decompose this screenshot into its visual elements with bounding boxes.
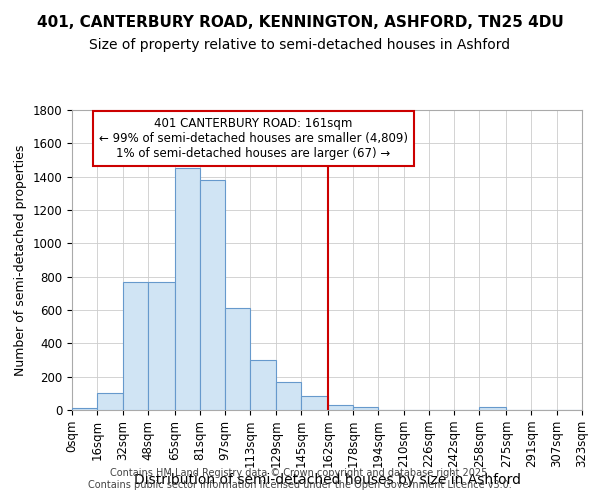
- Bar: [72, 408, 97, 410]
- Text: Size of property relative to semi-detached houses in Ashford: Size of property relative to semi-detach…: [89, 38, 511, 52]
- Y-axis label: Number of semi-detached properties: Number of semi-detached properties: [14, 144, 27, 376]
- Bar: [122, 282, 148, 410]
- Bar: [148, 282, 175, 410]
- Bar: [200, 180, 225, 410]
- Text: 401 CANTERBURY ROAD: 161sqm
← 99% of semi-detached houses are smaller (4,809)
1%: 401 CANTERBURY ROAD: 161sqm ← 99% of sem…: [99, 116, 408, 160]
- Text: 401, CANTERBURY ROAD, KENNINGTON, ASHFORD, TN25 4DU: 401, CANTERBURY ROAD, KENNINGTON, ASHFOR…: [37, 15, 563, 30]
- X-axis label: Distribution of semi-detached houses by size in Ashford: Distribution of semi-detached houses by …: [133, 473, 521, 487]
- Bar: [175, 168, 200, 410]
- Bar: [275, 382, 301, 410]
- Bar: [250, 360, 275, 410]
- Bar: [479, 406, 506, 410]
- Bar: [353, 406, 379, 410]
- Bar: [97, 394, 122, 410]
- Text: Contains HM Land Registry data © Crown copyright and database right 2025.
Contai: Contains HM Land Registry data © Crown c…: [88, 468, 512, 490]
- Bar: [225, 308, 250, 410]
- Bar: [301, 396, 328, 410]
- Bar: [328, 405, 353, 410]
